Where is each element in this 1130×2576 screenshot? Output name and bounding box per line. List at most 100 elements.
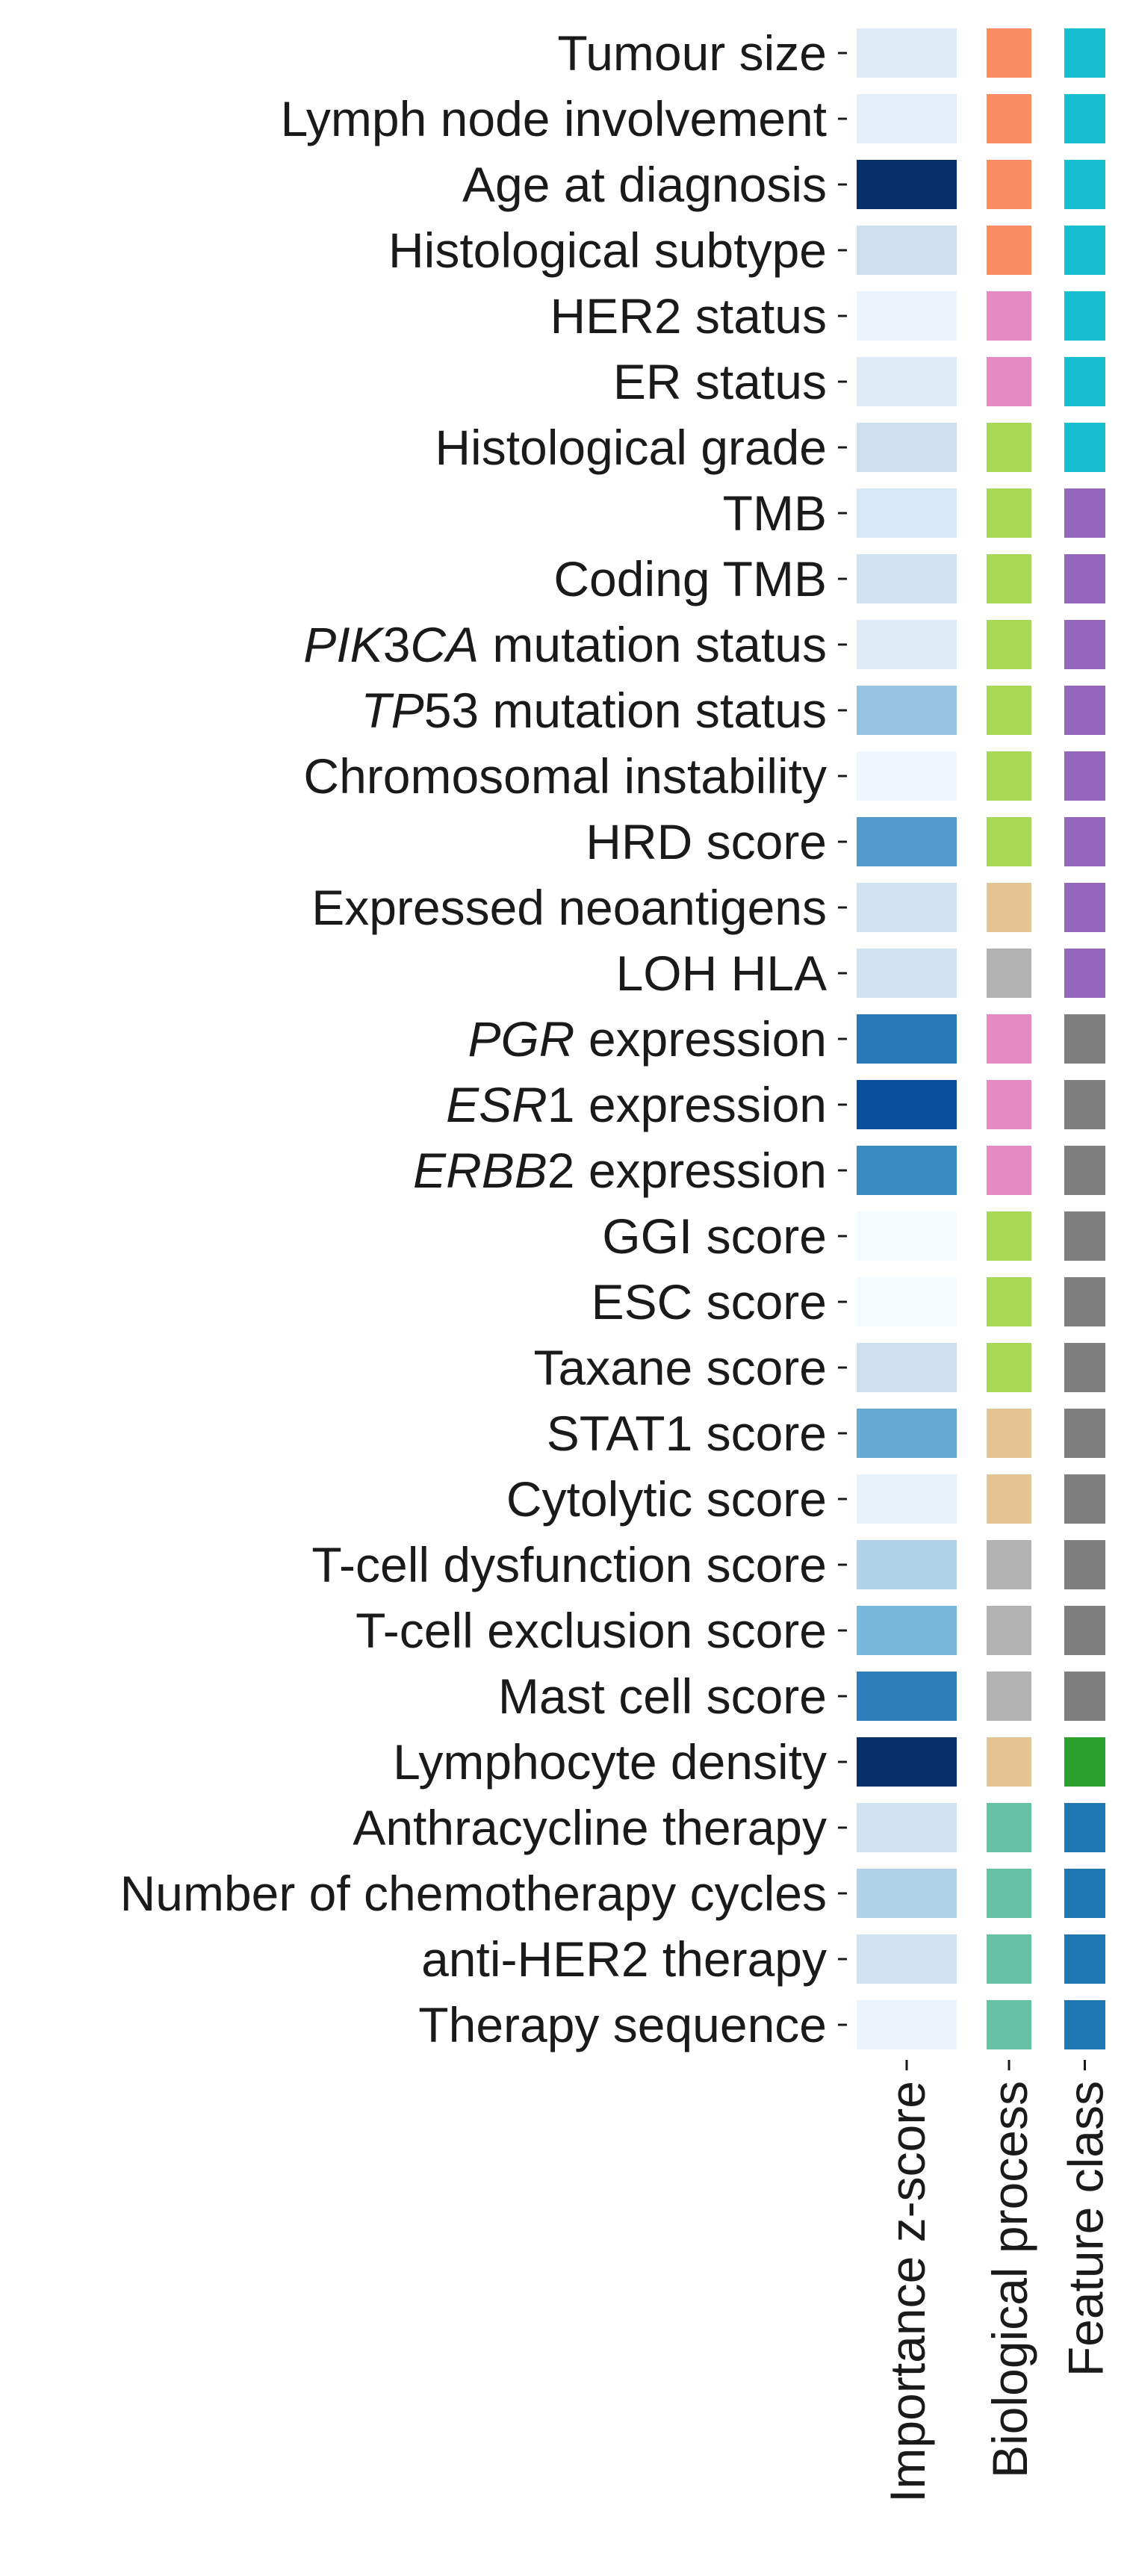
- row-label: STAT1 score: [547, 1406, 827, 1461]
- row-label: Mast cell score: [498, 1669, 827, 1724]
- heatmap-row: Lymph node involvement: [281, 91, 1105, 146]
- row-label: PIK3CA mutation status: [303, 617, 827, 672]
- heatmap-row: Therapy sequence: [418, 1997, 1105, 2052]
- row-label: ESR1 expression: [446, 1077, 827, 1132]
- heatmap-row: T-cell exclusion score: [356, 1603, 1105, 1658]
- heatmap-row: anti-HER2 therapy: [421, 1931, 1105, 1987]
- bio-process-cell: [987, 1146, 1031, 1195]
- row-label: Histological grade: [435, 420, 827, 475]
- heatmap-rows: Tumour size Lymph node involvement Age at …: [120, 25, 1105, 2052]
- heatmap-row: Histological subtype: [388, 223, 1105, 278]
- feature-class-cell: [1064, 1540, 1105, 1589]
- feature-class-cell: [1064, 291, 1105, 341]
- zscore-cell: [857, 28, 957, 78]
- zscore-cell: [857, 94, 957, 143]
- bio-process-cell: [987, 2000, 1031, 2049]
- zscore-cell: [857, 1146, 957, 1195]
- zscore-cell: [857, 226, 957, 275]
- heatmap-row: PGR expression: [468, 1011, 1105, 1067]
- row-label: Lymphocyte density: [393, 1734, 827, 1790]
- heatmap-row: Coding TMB: [553, 551, 1105, 606]
- zscore-cell: [857, 1803, 957, 1852]
- feature-class-cell: [1064, 94, 1105, 143]
- row-label: ESC score: [592, 1274, 827, 1329]
- row-label: Lymph node involvement: [281, 91, 827, 146]
- bio-process-cell: [987, 160, 1031, 209]
- feature-class-cell: [1064, 357, 1105, 406]
- feature-class-cell: [1064, 488, 1105, 538]
- row-label: Number of chemotherapy cycles: [120, 1866, 827, 1921]
- heatmap-row: Tumour size: [557, 25, 1105, 81]
- column-label: Biological process: [982, 2081, 1037, 2478]
- feature-class-cell: [1064, 1606, 1105, 1655]
- heatmap-row: Cytolytic score: [506, 1471, 1105, 1527]
- feature-class-cell: [1064, 1409, 1105, 1458]
- feature-class-cell: [1064, 1474, 1105, 1524]
- bio-process-cell: [987, 1343, 1031, 1392]
- bio-process-cell: [987, 1803, 1031, 1852]
- row-label: TP53 mutation status: [361, 683, 827, 738]
- heatmap-row: PIK3CA mutation status: [303, 617, 1105, 672]
- feature-class-cell: [1064, 554, 1105, 603]
- row-label: LOH HLA: [616, 946, 827, 1001]
- bio-process-cell: [987, 357, 1031, 406]
- row-label: ERBB2 expression: [413, 1143, 827, 1198]
- heatmap-row: STAT1 score: [547, 1406, 1105, 1461]
- bio-process-cell: [987, 949, 1031, 998]
- zscore-cell: [857, 1606, 957, 1655]
- heatmap-row: Chromosomal instability: [303, 748, 1105, 804]
- bio-process-cell: [987, 1014, 1031, 1064]
- feature-class-cell: [1064, 686, 1105, 735]
- zscore-cell: [857, 160, 957, 209]
- zscore-cell: [857, 1343, 957, 1392]
- row-label: Expressed neoantigens: [311, 880, 827, 935]
- feature-class-cell: [1064, 1014, 1105, 1064]
- zscore-cell: [857, 2000, 957, 2049]
- zscore-cell: [857, 1080, 957, 1129]
- feature-class-cell: [1064, 1277, 1105, 1326]
- bio-process-cell: [987, 817, 1031, 866]
- bio-process-cell: [987, 488, 1031, 538]
- zscore-cell: [857, 751, 957, 801]
- feature-class-cell: [1064, 160, 1105, 209]
- zscore-cell: [857, 1737, 957, 1787]
- heatmap-row: ERBB2 expression: [413, 1143, 1105, 1198]
- heatmap-row: ESC score: [592, 1274, 1105, 1329]
- feature-class-cell: [1064, 883, 1105, 932]
- row-label: anti-HER2 therapy: [421, 1931, 827, 1987]
- feature-class-cell: [1064, 1737, 1105, 1787]
- zscore-cell: [857, 883, 957, 932]
- row-label: Therapy sequence: [418, 1997, 827, 2052]
- zscore-cell: [857, 291, 957, 341]
- heatmap-row: T-cell dysfunction score: [311, 1537, 1105, 1592]
- heatmap-row: ESR1 expression: [446, 1077, 1105, 1132]
- row-label: GGI score: [602, 1208, 827, 1264]
- heatmap-row: Taxane score: [533, 1340, 1105, 1395]
- row-label: Coding TMB: [553, 551, 827, 606]
- zscore-cell: [857, 1014, 957, 1064]
- feature-class-cell: [1064, 226, 1105, 275]
- zscore-cell: [857, 554, 957, 603]
- bio-process-cell: [987, 620, 1031, 669]
- heatmap-row: LOH HLA: [616, 946, 1105, 1001]
- heatmap-row: GGI score: [602, 1208, 1105, 1264]
- row-label: Cytolytic score: [506, 1471, 827, 1527]
- feature-class-cell: [1064, 817, 1105, 866]
- zscore-cell: [857, 1211, 957, 1261]
- bio-process-cell: [987, 1672, 1031, 1721]
- heatmap-row: Mast cell score: [498, 1669, 1105, 1724]
- feature-class-cell: [1064, 1672, 1105, 1721]
- feature-class-cell: [1064, 1803, 1105, 1852]
- heatmap-row: Lymphocyte density: [393, 1734, 1105, 1790]
- feature-class-cell: [1064, 751, 1105, 801]
- bio-process-cell: [987, 751, 1031, 801]
- row-label: Anthracycline therapy: [353, 1800, 827, 1855]
- bio-process-cell: [987, 883, 1031, 932]
- bio-process-cell: [987, 1540, 1031, 1589]
- bio-process-cell: [987, 1211, 1031, 1261]
- feature-class-cell: [1064, 1080, 1105, 1129]
- heatmap-row: HRD score: [586, 814, 1105, 869]
- zscore-cell: [857, 817, 957, 866]
- zscore-cell: [857, 1934, 957, 1984]
